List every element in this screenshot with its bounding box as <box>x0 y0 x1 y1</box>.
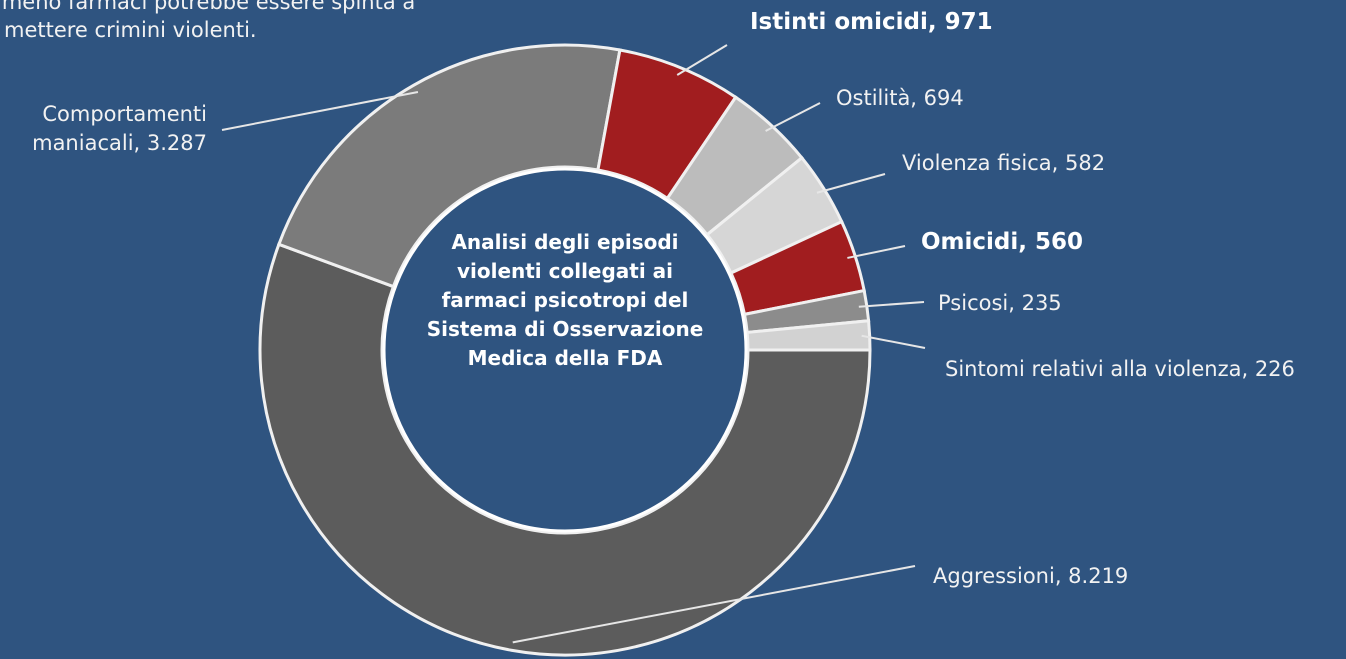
leader-line <box>765 102 821 132</box>
leader-line <box>816 173 886 194</box>
donut-hole <box>382 167 748 533</box>
leader-line <box>847 245 906 259</box>
leader-line <box>221 90 419 131</box>
data-label: Ostilità, 694 <box>836 86 964 110</box>
data-label: Sintomi relativi alla violenza, 226 <box>945 357 1295 381</box>
annotation-line: lmeno farmaci potrebbe essere spinta a <box>0 0 416 14</box>
leader-line <box>861 334 926 349</box>
data-label: Istinti omicidi, 971 <box>750 9 993 35</box>
leader-line <box>676 44 728 76</box>
data-label: Comportamenti maniacali, 3.287 <box>32 102 207 155</box>
data-label: Violenza fisica, 582 <box>902 151 1106 175</box>
donut-segment <box>276 43 622 289</box>
data-label: Psicosi, 235 <box>938 291 1062 315</box>
data-label: Omicidi, 560 <box>921 229 1084 255</box>
leader-line <box>858 301 925 308</box>
donut-segment <box>745 319 872 352</box>
chart-title: Analisi degli episodi violenti collegati… <box>426 230 704 370</box>
donut-segment <box>258 242 872 657</box>
leader-line <box>512 565 916 644</box>
annotation-line: mettere crimini violenti. <box>4 18 257 42</box>
data-label: Aggressioni, 8.219 <box>933 564 1129 588</box>
